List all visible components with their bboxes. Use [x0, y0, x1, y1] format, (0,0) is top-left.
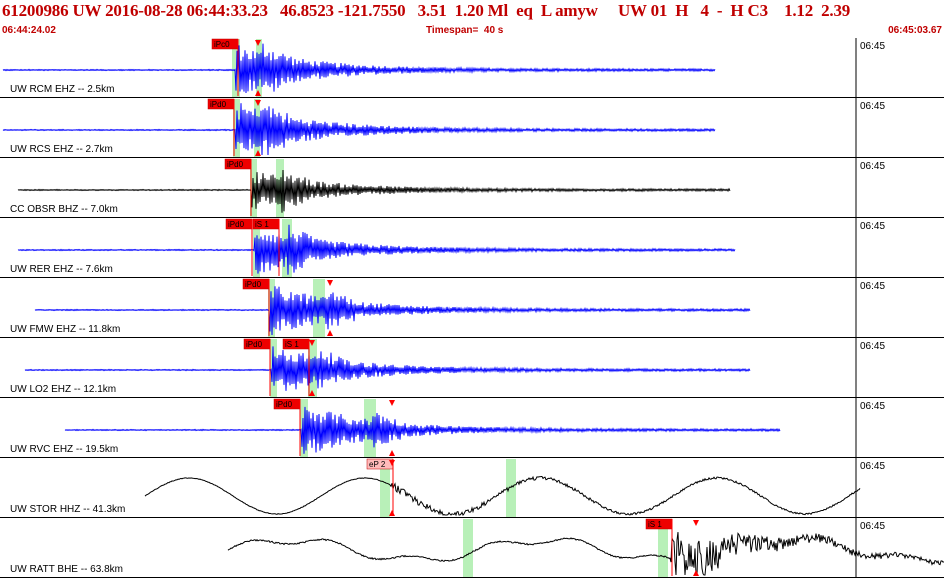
- station-label: UW RCM EHZ -- 2.5km: [10, 84, 114, 95]
- station-label: UW RCS EHZ -- 2.7km: [10, 144, 113, 155]
- phase-pick-label: iPd0: [246, 340, 263, 349]
- analysis-window: [463, 519, 473, 577]
- analysis-window: [300, 399, 308, 457]
- window-start-time: 06:44:24.02: [2, 25, 56, 36]
- station-label: UW RATT BHE -- 63.8km: [10, 564, 123, 575]
- arrival-marker-up: [327, 330, 333, 336]
- analysis-window: [232, 39, 240, 97]
- trace-panel[interactable]: 06:45 iPd0 UW RVC EHZ -- 19.5km: [0, 398, 944, 458]
- phase-pick-label: iPd0: [276, 400, 293, 409]
- event-summary-title: 61200986 UW 2016-08-28 06:44:33.23 46.85…: [2, 1, 851, 20]
- arrival-marker-down: [309, 340, 315, 346]
- trace-panel[interactable]: 06:45 iPd0 iS 1 UW RER EHZ -- 7.6km: [0, 218, 944, 278]
- seismic-trace[interactable]: [34, 286, 751, 336]
- arrival-marker-down: [255, 100, 261, 106]
- analysis-window: [380, 459, 390, 517]
- time-tick-label: 06:45: [860, 521, 885, 532]
- seismogram-panels[interactable]: 06:45 iPc0 UW RCM EHZ -- 2.5km 06:45 iPd0 UW …: [0, 38, 944, 580]
- arrival-marker-up: [389, 510, 395, 516]
- time-tick-label: 06:45: [860, 341, 885, 352]
- time-tick-label: 06:45: [860, 461, 885, 472]
- time-tick-label: 06:45: [860, 161, 885, 172]
- phase-pick-label: iS 1: [285, 340, 299, 349]
- seismic-trace[interactable]: [17, 169, 731, 213]
- time-tick-label: 06:45: [860, 221, 885, 232]
- seismic-trace[interactable]: [2, 43, 716, 94]
- arrival-marker-up: [255, 90, 261, 96]
- arrival-marker-down: [693, 520, 699, 526]
- phase-pick-label: iPd0: [245, 280, 262, 289]
- timespan-label: Timespan= 40 s: [426, 25, 504, 36]
- time-tick-label: 06:45: [860, 101, 885, 112]
- analysis-window: [276, 159, 284, 217]
- arrival-marker-down: [327, 280, 333, 286]
- trace-panel[interactable]: 06:45 iPd0 UW RCS EHZ -- 2.7km: [0, 98, 944, 158]
- seismic-trace[interactable]: [2, 103, 716, 156]
- analysis-window: [658, 519, 668, 577]
- seismic-trace[interactable]: [64, 406, 781, 454]
- phase-pick-label: iPd0: [210, 100, 227, 109]
- trace-panel[interactable]: 06:45 iS 1 UW RATT BHE -- 63.8km: [0, 518, 944, 578]
- station-label: UW LO2 EHZ -- 12.1km: [10, 384, 116, 395]
- trace-panel[interactable]: 06:45 eP 2 UW STOR HHZ -- 41.3km: [0, 458, 944, 518]
- phase-pick-label: eP 2: [369, 460, 386, 469]
- station-label: UW FMW EHZ -- 11.8km: [10, 324, 120, 335]
- event-header: 61200986 UW 2016-08-28 06:44:33.23 46.85…: [0, 0, 944, 38]
- phase-pick-label: iPd0: [227, 160, 244, 169]
- arrival-marker-up: [389, 450, 395, 456]
- window-end-time: 06:45:03.67: [888, 25, 942, 36]
- seismic-trace[interactable]: [144, 475, 861, 517]
- station-label: UW STOR HHZ -- 41.3km: [10, 504, 125, 515]
- seismic-trace[interactable]: [227, 532, 944, 576]
- trace-panel[interactable]: 06:45 iPd0 CC OBSR BHZ -- 7.0km: [0, 158, 944, 218]
- time-tick-label: 06:45: [860, 401, 885, 412]
- analysis-window: [364, 399, 376, 457]
- arrival-marker-down: [389, 460, 395, 466]
- phase-pick-label: iPc0: [214, 40, 230, 49]
- arrival-marker-up: [693, 570, 699, 576]
- arrival-marker-up: [309, 390, 315, 396]
- phase-pick-label: iPd0: [228, 220, 245, 229]
- time-tick-label: 06:45: [860, 281, 885, 292]
- seismic-trace[interactable]: [17, 224, 736, 275]
- arrival-marker-down: [255, 40, 261, 46]
- station-label: CC OBSR BHZ -- 7.0km: [10, 204, 118, 215]
- phase-pick-label: iS 1: [255, 220, 269, 229]
- time-tick-label: 06:45: [860, 41, 885, 52]
- station-label: UW RER EHZ -- 7.6km: [10, 264, 113, 275]
- arrival-marker-up: [255, 150, 261, 156]
- seismic-trace[interactable]: [24, 346, 751, 391]
- trace-panel[interactable]: 06:45 iPc0 UW RCM EHZ -- 2.5km: [0, 38, 944, 98]
- phase-pick-label: iS 1: [648, 520, 662, 529]
- arrival-marker-down: [389, 400, 395, 406]
- trace-panel[interactable]: 06:45 iPd0 iS 1 UW LO2 EHZ -- 12.1km: [0, 338, 944, 398]
- station-label: UW RVC EHZ -- 19.5km: [10, 444, 118, 455]
- trace-panel[interactable]: 06:45 iPd0 UW FMW EHZ -- 11.8km: [0, 278, 944, 338]
